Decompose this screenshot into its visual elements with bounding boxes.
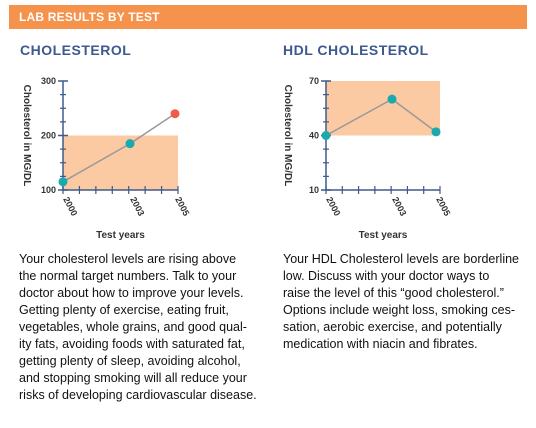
y-tick-label: 10 [309,185,319,195]
x-tick-label: 2005 [434,195,452,217]
desc-line: low. Discuss with your doctor ways to [283,269,490,283]
y-tick-label: 200 [41,131,56,141]
x-axis-title: Test years [359,230,408,241]
y-axis-title: Cholesterol in MG/DL [21,85,32,187]
y-tick-label: 70 [309,76,319,86]
desc-line: doctor about how to improve your levels. [19,286,244,300]
desc-line: ity fats, avoiding foods with saturated … [19,337,245,351]
desc-line: getting plenty of sleep, avoiding alcoho… [19,354,241,368]
desc-line: the normal target numbers. Talk to your [19,269,237,283]
target-range-band [63,135,178,190]
desc-line: Options include weight loss, smoking ces… [283,303,516,317]
desc-line: and stopping smoking will all reduce you… [19,371,247,385]
data-point [58,177,68,187]
desc-line: Getting plenty of exercise, eating fruit… [19,303,229,317]
desc-line: Your cholesterol levels are rising above [19,252,237,266]
section-banner: LAB RESULTS BY TEST [9,5,527,29]
desc-line: Your HDL Cholesterol levels are borderli… [283,252,520,266]
data-point [170,109,180,119]
data-point [321,131,331,140]
section-title: LAB RESULTS BY TEST [19,10,160,24]
y-axis-title: Cholesterol in MG/DL [282,85,293,187]
desc-line: medication with niacin and fibrates. [283,337,478,351]
data-point [125,139,135,149]
x-axis-title: Test years [96,230,145,241]
desc-line: sation, aerobic exercise, and potentiall… [283,320,502,334]
desc-line: risks of developing cardiovascular disea… [19,388,257,402]
data-point [387,94,397,104]
y-tick-label: 40 [309,131,319,141]
y-tick-label: 100 [41,185,56,195]
x-tick-label: 2000 [324,195,342,217]
desc-line: raise the level of this “good cholestero… [283,286,504,300]
y-tick-label: 300 [41,76,56,86]
cholesterol-description: Your cholesterol levels are rising above… [19,251,257,404]
chart-title-hdl: HDL CHOLESTEROL [283,42,429,58]
hdl-description: Your HDL Cholesterol levels are borderli… [283,251,519,353]
data-point [431,127,441,137]
x-tick-label: 2003 [390,195,408,217]
desc-line: vegetables, whole grains, and good qual- [19,320,247,334]
chart-title-cholesterol: CHOLESTEROL [20,42,132,58]
target-range-band [326,81,440,136]
